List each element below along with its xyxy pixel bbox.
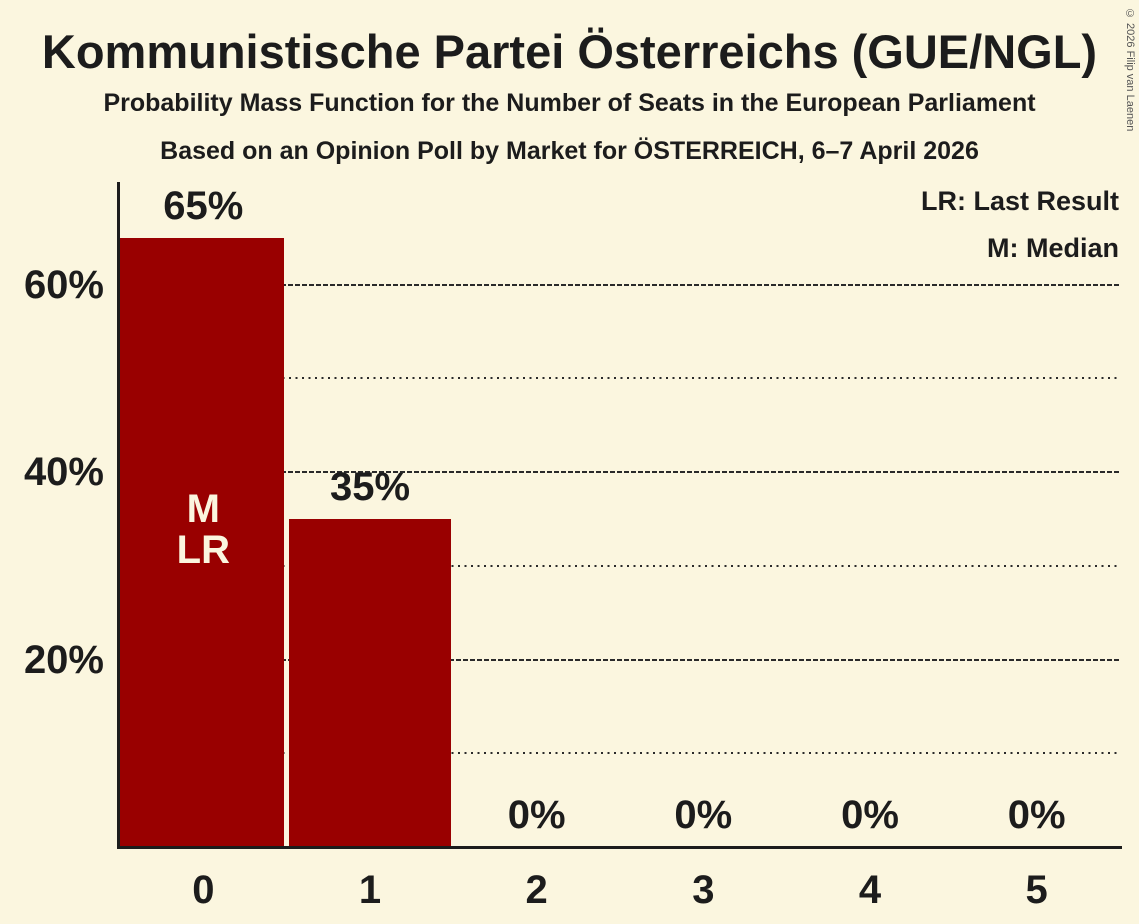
- gridline-solid-20: [120, 658, 1120, 661]
- x-axis-label-2: 2: [525, 868, 548, 912]
- bar-seats-1: [288, 518, 452, 847]
- chart-subtitle: Probability Mass Function for the Number…: [103, 89, 1036, 117]
- gridline-dotted-30: [120, 564, 1120, 567]
- legend: LR: Last Result M: Median: [921, 178, 1119, 272]
- y-axis-line: [117, 182, 120, 849]
- x-axis-label-5: 5: [1025, 868, 1048, 912]
- gridline-solid-40: [120, 471, 1120, 473]
- y-axis-label-40: 40%: [23, 450, 104, 494]
- y-axis-label-60: 60%: [23, 262, 104, 307]
- x-axis-label-1: 1: [358, 868, 382, 912]
- bar-value-label-2: 0%: [507, 793, 566, 837]
- x-axis-line: [117, 846, 1122, 849]
- x-axis-label-4: 4: [858, 868, 882, 912]
- legend-last-result: LR: Last Result: [920, 186, 1119, 216]
- x-axis-label-3: 3: [692, 868, 715, 912]
- bar-value-label-0: 65%: [163, 183, 244, 228]
- bar-value-label-5: 0%: [1007, 793, 1066, 837]
- bar-value-label-3: 0%: [674, 793, 733, 837]
- gridline-solid-60: [120, 283, 1120, 286]
- x-axis-label-0: 0: [192, 868, 215, 912]
- y-axis-label-20: 20%: [23, 637, 104, 682]
- gridline-dotted-10: [120, 752, 1120, 755]
- legend-median: M: Median: [987, 233, 1119, 263]
- bar-value-label-1: 35%: [329, 464, 411, 509]
- bar-value-label-4: 0%: [841, 793, 899, 837]
- copyright-notice: © 2026 Filip van Laenen: [1124, 8, 1136, 132]
- annotation-line: M: [186, 487, 220, 531]
- chart-title: Kommunistische Partei Österreichs (GUE/N…: [41, 25, 1098, 78]
- bar-annotation-median-lastresult: M LR: [120, 489, 287, 571]
- gridline-dotted-50: [120, 377, 1120, 380]
- chart-poll-source: Based on an Opinion Poll by Market for Ö…: [160, 137, 979, 165]
- annotation-line: LR: [176, 528, 230, 572]
- bar-seats-0: [120, 237, 285, 847]
